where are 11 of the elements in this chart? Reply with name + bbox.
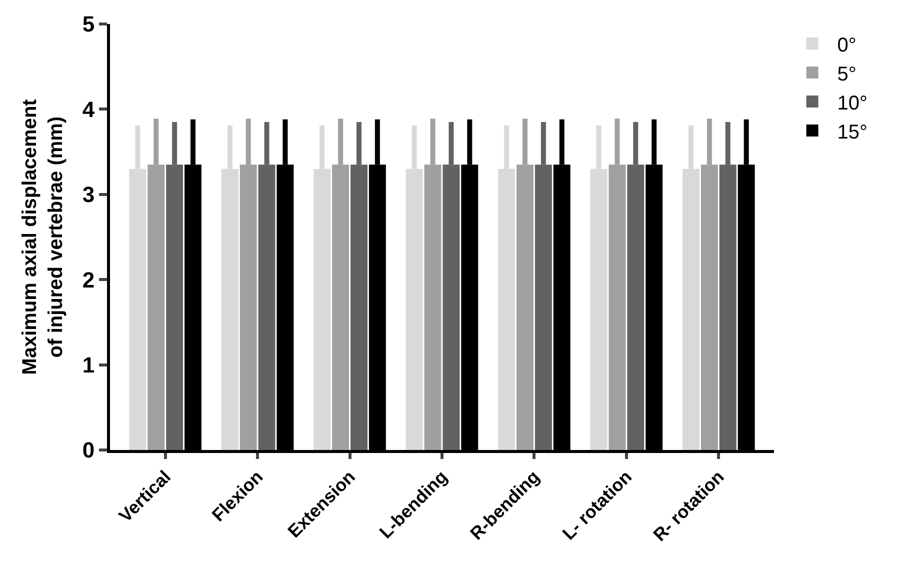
- y-tick-label: 3: [82, 182, 95, 208]
- legend-label: 0°: [837, 34, 856, 56]
- y-tick-label: 5: [82, 12, 95, 37]
- legend-label: 5°: [837, 63, 856, 86]
- y-tick-label: 0: [82, 438, 95, 463]
- y-tick-label: 1: [82, 352, 95, 378]
- legend-label: 15°: [837, 121, 868, 144]
- legend-label: 10°: [837, 92, 868, 114]
- y-axis-title: Maximum axial displacement of injured vertebrae (mm): [18, 98, 67, 375]
- y-tick-label: 4: [82, 96, 96, 122]
- y-tick-label: 2: [82, 267, 95, 292]
